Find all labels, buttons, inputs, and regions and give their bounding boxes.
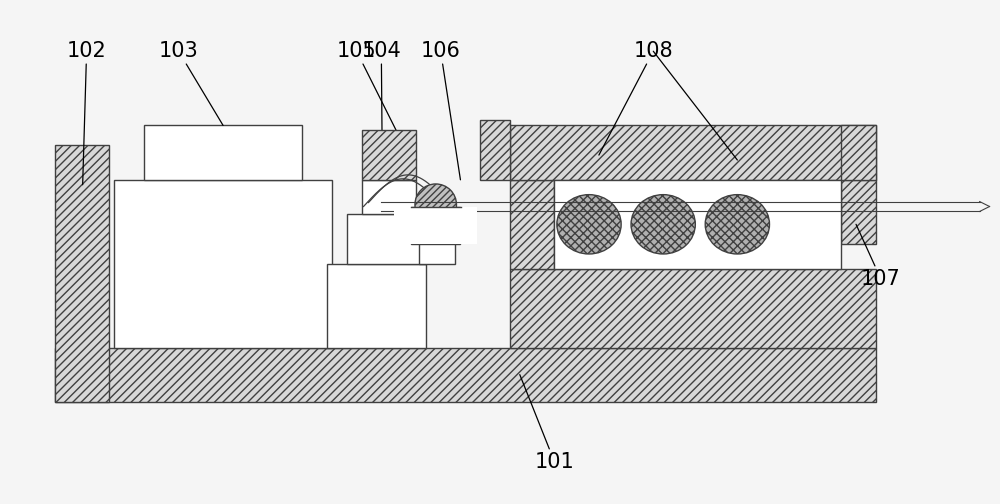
Bar: [55, 145, 109, 402]
Text: 104: 104: [361, 41, 401, 284]
Bar: [419, 244, 455, 264]
Bar: [510, 180, 554, 269]
Bar: [841, 125, 876, 180]
Bar: [554, 180, 841, 269]
Ellipse shape: [631, 195, 695, 254]
Text: 105: 105: [337, 41, 411, 160]
Text: 106: 106: [421, 41, 461, 180]
Bar: [841, 180, 876, 244]
Ellipse shape: [557, 195, 621, 254]
Bar: [394, 207, 477, 244]
Bar: [114, 180, 332, 348]
Bar: [144, 125, 302, 180]
Text: 102: 102: [67, 41, 106, 185]
Text: 108: 108: [599, 41, 673, 155]
Bar: [362, 180, 416, 214]
Ellipse shape: [415, 184, 456, 225]
Bar: [55, 348, 876, 402]
Bar: [510, 269, 876, 348]
Bar: [327, 264, 426, 348]
Ellipse shape: [705, 195, 769, 254]
Bar: [347, 214, 426, 264]
Bar: [510, 125, 876, 180]
Bar: [480, 120, 510, 180]
Bar: [411, 207, 460, 244]
Text: 107: 107: [856, 224, 901, 289]
Text: 101: 101: [520, 374, 574, 472]
Text: 103: 103: [159, 41, 223, 125]
Bar: [362, 131, 416, 180]
